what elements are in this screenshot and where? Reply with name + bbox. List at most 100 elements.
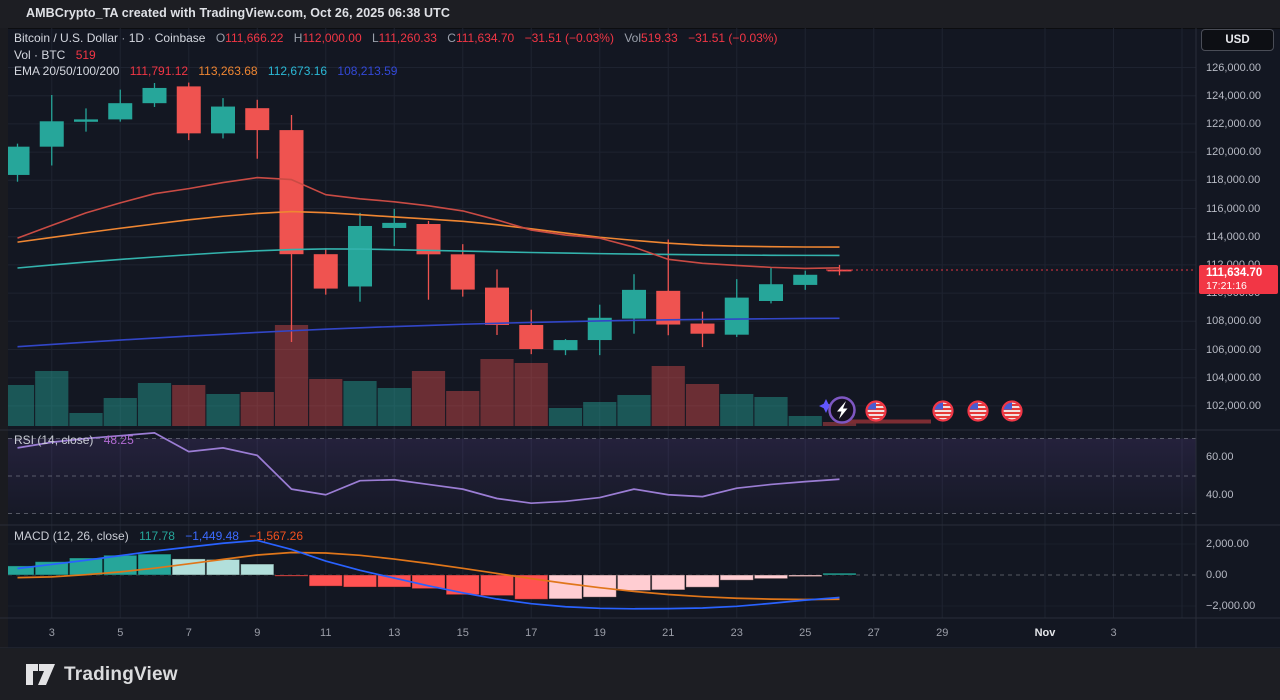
macd-histogram-bar <box>240 563 275 576</box>
lightning-event-icon[interactable] <box>828 396 856 424</box>
macd-histogram-bar <box>788 574 823 578</box>
candle-body <box>8 146 30 175</box>
close-value: 111,634.70 <box>455 31 515 45</box>
volume-bar <box>69 413 103 426</box>
macd-histogram-bar <box>445 574 480 596</box>
macd-histogram-bar <box>685 574 720 588</box>
candle-body <box>211 106 235 134</box>
symbol-row[interactable]: Bitcoin / U.S. Dollar · 1D · Coinbase O1… <box>14 31 778 45</box>
macd-histogram-bar <box>274 574 309 577</box>
last-price-label: 111,634.70 17:21:16 <box>1199 265 1278 294</box>
candle-body <box>485 287 509 325</box>
rsi-line <box>17 432 840 505</box>
ema-indicator-row[interactable]: EMA 20/50/100/200 111,791.12 113,263.68 … <box>14 64 777 80</box>
sparkle-icon <box>819 399 833 413</box>
ema100-line <box>17 248 840 269</box>
candle-body <box>793 274 818 285</box>
open-value: 111,666.22 <box>225 31 284 45</box>
open-label: O <box>215 31 226 45</box>
volume-indicator-label: Vol · BTC <box>14 47 66 62</box>
macd-signal-line <box>17 551 840 601</box>
candle-body <box>553 340 578 351</box>
volume-bar <box>309 379 343 426</box>
low-value: 111,260.33 <box>378 31 437 45</box>
tradingview-logo[interactable]: TradingView <box>26 664 178 686</box>
volume-indicator-value: 519 <box>75 47 96 62</box>
volume-bar <box>137 383 172 426</box>
ema20-value: 111,791.12 <box>129 64 189 78</box>
macd-histogram-bar <box>8 565 35 576</box>
volume-bar <box>480 359 514 426</box>
candle-body <box>827 269 852 272</box>
volume-bar <box>103 398 137 426</box>
macd-main-line <box>17 539 840 610</box>
low-label: L <box>371 31 379 45</box>
us-flag-event-icon[interactable] <box>865 400 887 422</box>
volume-bar <box>617 395 651 426</box>
macd-histogram-bar <box>205 559 241 576</box>
ema50-value: 113,263.68 <box>198 64 258 78</box>
symbol-title: Bitcoin / U.S. Dollar <box>14 31 119 45</box>
ema-indicator-label: EMA 20/50/100/200 <box>14 64 120 78</box>
event-strip <box>845 419 931 424</box>
interval-label: 1D <box>128 31 145 45</box>
volume-bar <box>754 397 788 426</box>
close-label: C <box>447 31 456 45</box>
ema20-line <box>17 176 840 270</box>
us-flag-event-icon[interactable] <box>932 400 954 422</box>
attribution-bar: AMBCrypto_TA created with TradingView.co… <box>0 0 1280 29</box>
macd-histogram-bar <box>753 574 789 580</box>
candle-body <box>245 108 270 131</box>
volume-bar <box>446 391 480 426</box>
candle-body <box>39 121 64 147</box>
macd-histogram-bar <box>171 558 206 576</box>
last-price-value: 111,634.70 <box>1206 267 1263 279</box>
candle-body <box>313 254 338 289</box>
chart-left-margin <box>0 28 8 648</box>
macd-histogram-bar <box>616 574 652 591</box>
macd-title: MACD <box>14 529 50 543</box>
high-value: 112,000.00 <box>302 31 362 45</box>
macd-histogram-bar <box>308 574 343 587</box>
us-flag-event-icon[interactable] <box>1001 400 1023 422</box>
volume-bar <box>548 408 583 426</box>
macd-params: (12, 26, close) <box>52 529 129 543</box>
volume-bar <box>788 416 822 426</box>
candle-body <box>759 284 783 301</box>
volume-bar <box>343 381 377 426</box>
candle-body <box>450 254 475 290</box>
volume-bar <box>651 366 685 426</box>
ema50-line <box>17 210 840 248</box>
candle-body <box>690 323 715 334</box>
macd-legend[interactable]: MACD (12, 26, close) 117.78 −1,449.48 −1… <box>14 529 303 543</box>
volume-bar <box>514 363 548 426</box>
ema100-value: 112,673.16 <box>267 64 328 78</box>
bar-countdown: 17:21:16 <box>1206 280 1247 292</box>
lightning-bolt-glyph <box>837 401 848 419</box>
volume-indicator-row[interactable]: Vol · BTC 519 <box>14 48 777 64</box>
volume-bar <box>172 385 206 426</box>
macd-signal-value: −1,567.26 <box>249 529 304 543</box>
macd-histogram-bar <box>342 574 378 588</box>
high-label: H <box>293 31 303 45</box>
attribution-text: AMBCrypto_TA created with TradingView.co… <box>26 6 450 20</box>
us-flag-event-icon[interactable] <box>967 400 989 422</box>
candle-body <box>519 324 544 350</box>
exchange-label: Coinbase <box>154 31 206 45</box>
macd-histogram-bar <box>548 574 583 600</box>
volume-bar <box>685 384 720 426</box>
candle-body <box>382 222 407 228</box>
change-value: −31.51 (−0.03%) <box>524 31 614 45</box>
macd-histogram-bar <box>719 574 754 581</box>
rsi-params: (14, close) <box>37 433 94 447</box>
volume-bar <box>720 394 754 426</box>
currency-toggle-button[interactable]: USD <box>1201 29 1274 51</box>
volume-bar <box>822 422 857 426</box>
macd-hist-value: 117.78 <box>139 529 175 543</box>
macd-histogram-bar <box>479 574 515 597</box>
ema200-value: 108,213.59 <box>337 64 398 78</box>
macd-line-value: −1,449.48 <box>185 529 239 543</box>
rsi-legend[interactable]: RSI (14, close) 48.25 <box>14 433 134 447</box>
